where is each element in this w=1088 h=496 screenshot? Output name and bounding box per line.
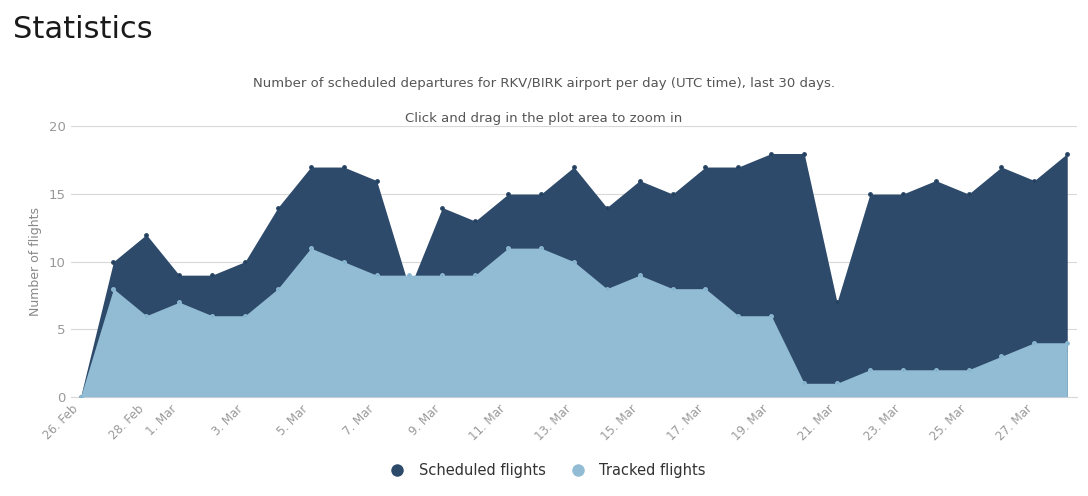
Text: Number of scheduled departures for RKV/BIRK airport per day (UTC time), last 30 : Number of scheduled departures for RKV/B… — [254, 77, 834, 90]
Text: Click and drag in the plot area to zoom in: Click and drag in the plot area to zoom … — [406, 112, 682, 124]
Legend: Scheduled flights, Tracked flights: Scheduled flights, Tracked flights — [376, 457, 712, 484]
Text: Statistics: Statistics — [13, 15, 152, 44]
Y-axis label: Number of flights: Number of flights — [29, 207, 42, 316]
